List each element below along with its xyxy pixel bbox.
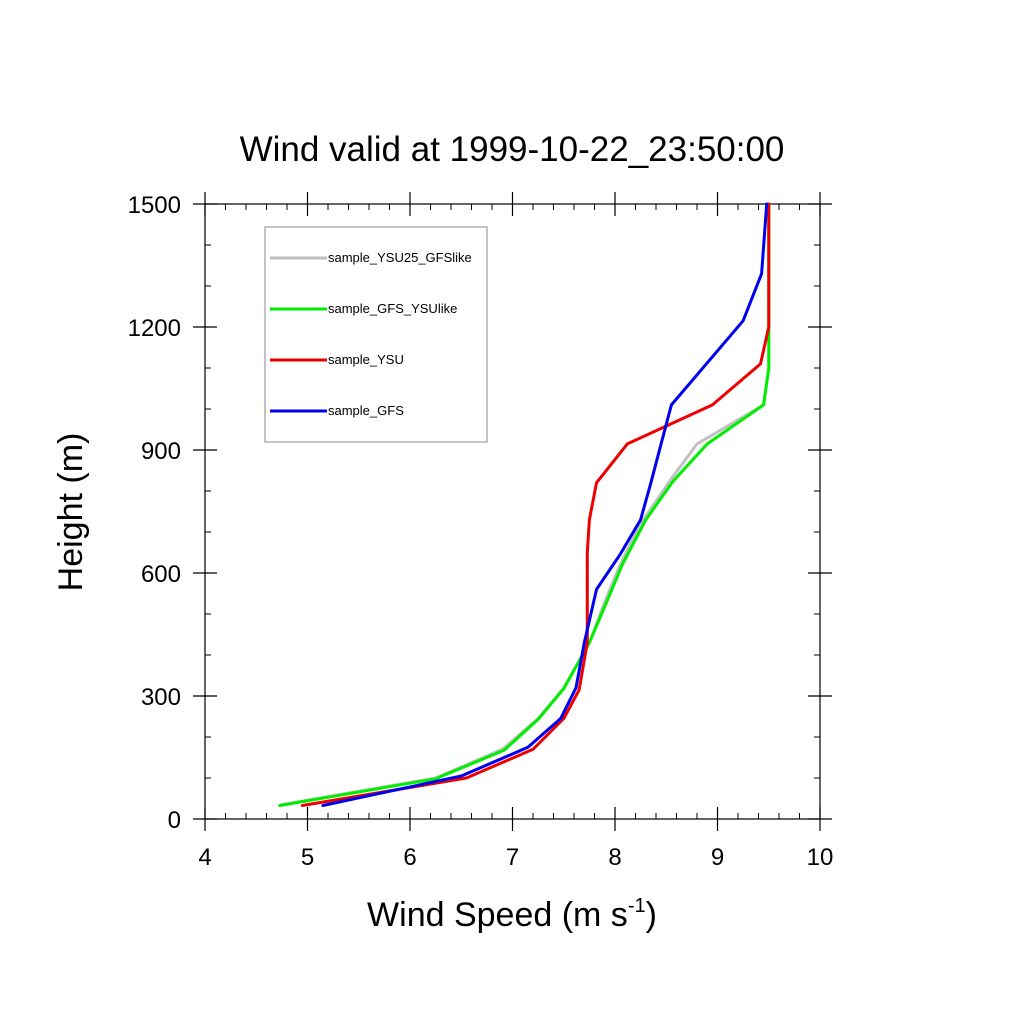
y-tick-label: 1200	[128, 315, 181, 342]
chart-title: Wind valid at 1999-10-22_23:50:00	[240, 130, 785, 169]
y-tick-label: 1500	[128, 192, 181, 219]
legend-box	[264, 226, 488, 443]
y-tick-label: 0	[168, 807, 181, 834]
series-line-sample_GFS	[321, 202, 769, 807]
legend-label: sample_GFS_YSUlike	[328, 301, 457, 316]
plot-frame	[204, 203, 821, 820]
legend-label: sample_YSU25_GFSlike	[328, 250, 472, 265]
y-axis-title: Height (m)	[52, 433, 90, 592]
x-axis-title-superscript: -1	[628, 895, 646, 917]
y-tick-label: 900	[141, 438, 181, 465]
legend-label: sample_YSU	[328, 352, 404, 367]
x-axis-title-suffix: )	[646, 896, 657, 934]
x-tick-label: 4	[198, 844, 211, 871]
x-tick-label: 10	[807, 844, 834, 871]
x-tick-label: 8	[608, 844, 621, 871]
x-axis-title-base: Wind Speed (m s	[367, 896, 628, 934]
legend-label: sample_GFS	[328, 403, 404, 418]
series-line-sample_YSU	[300, 202, 771, 807]
x-tick-label: 7	[506, 844, 519, 871]
y-tick-label: 600	[141, 561, 181, 588]
y-tick-label: 300	[141, 684, 181, 711]
tick-labels: 4 5 6 7 8 9 10 0 300 600 900 1200 1500	[128, 192, 834, 871]
series-lines	[278, 202, 771, 807]
x-tick-label: 6	[403, 844, 416, 871]
x-tick-label: 9	[711, 844, 724, 871]
series-line-sample_GFS_YSUlike	[278, 202, 771, 807]
x-tick-label: 5	[301, 844, 314, 871]
x-axis-title: Wind Speed (m s-1)	[367, 895, 657, 934]
legend: sample_YSU25_GFSlike sample_GFS_YSUlikesa…	[264, 226, 488, 443]
